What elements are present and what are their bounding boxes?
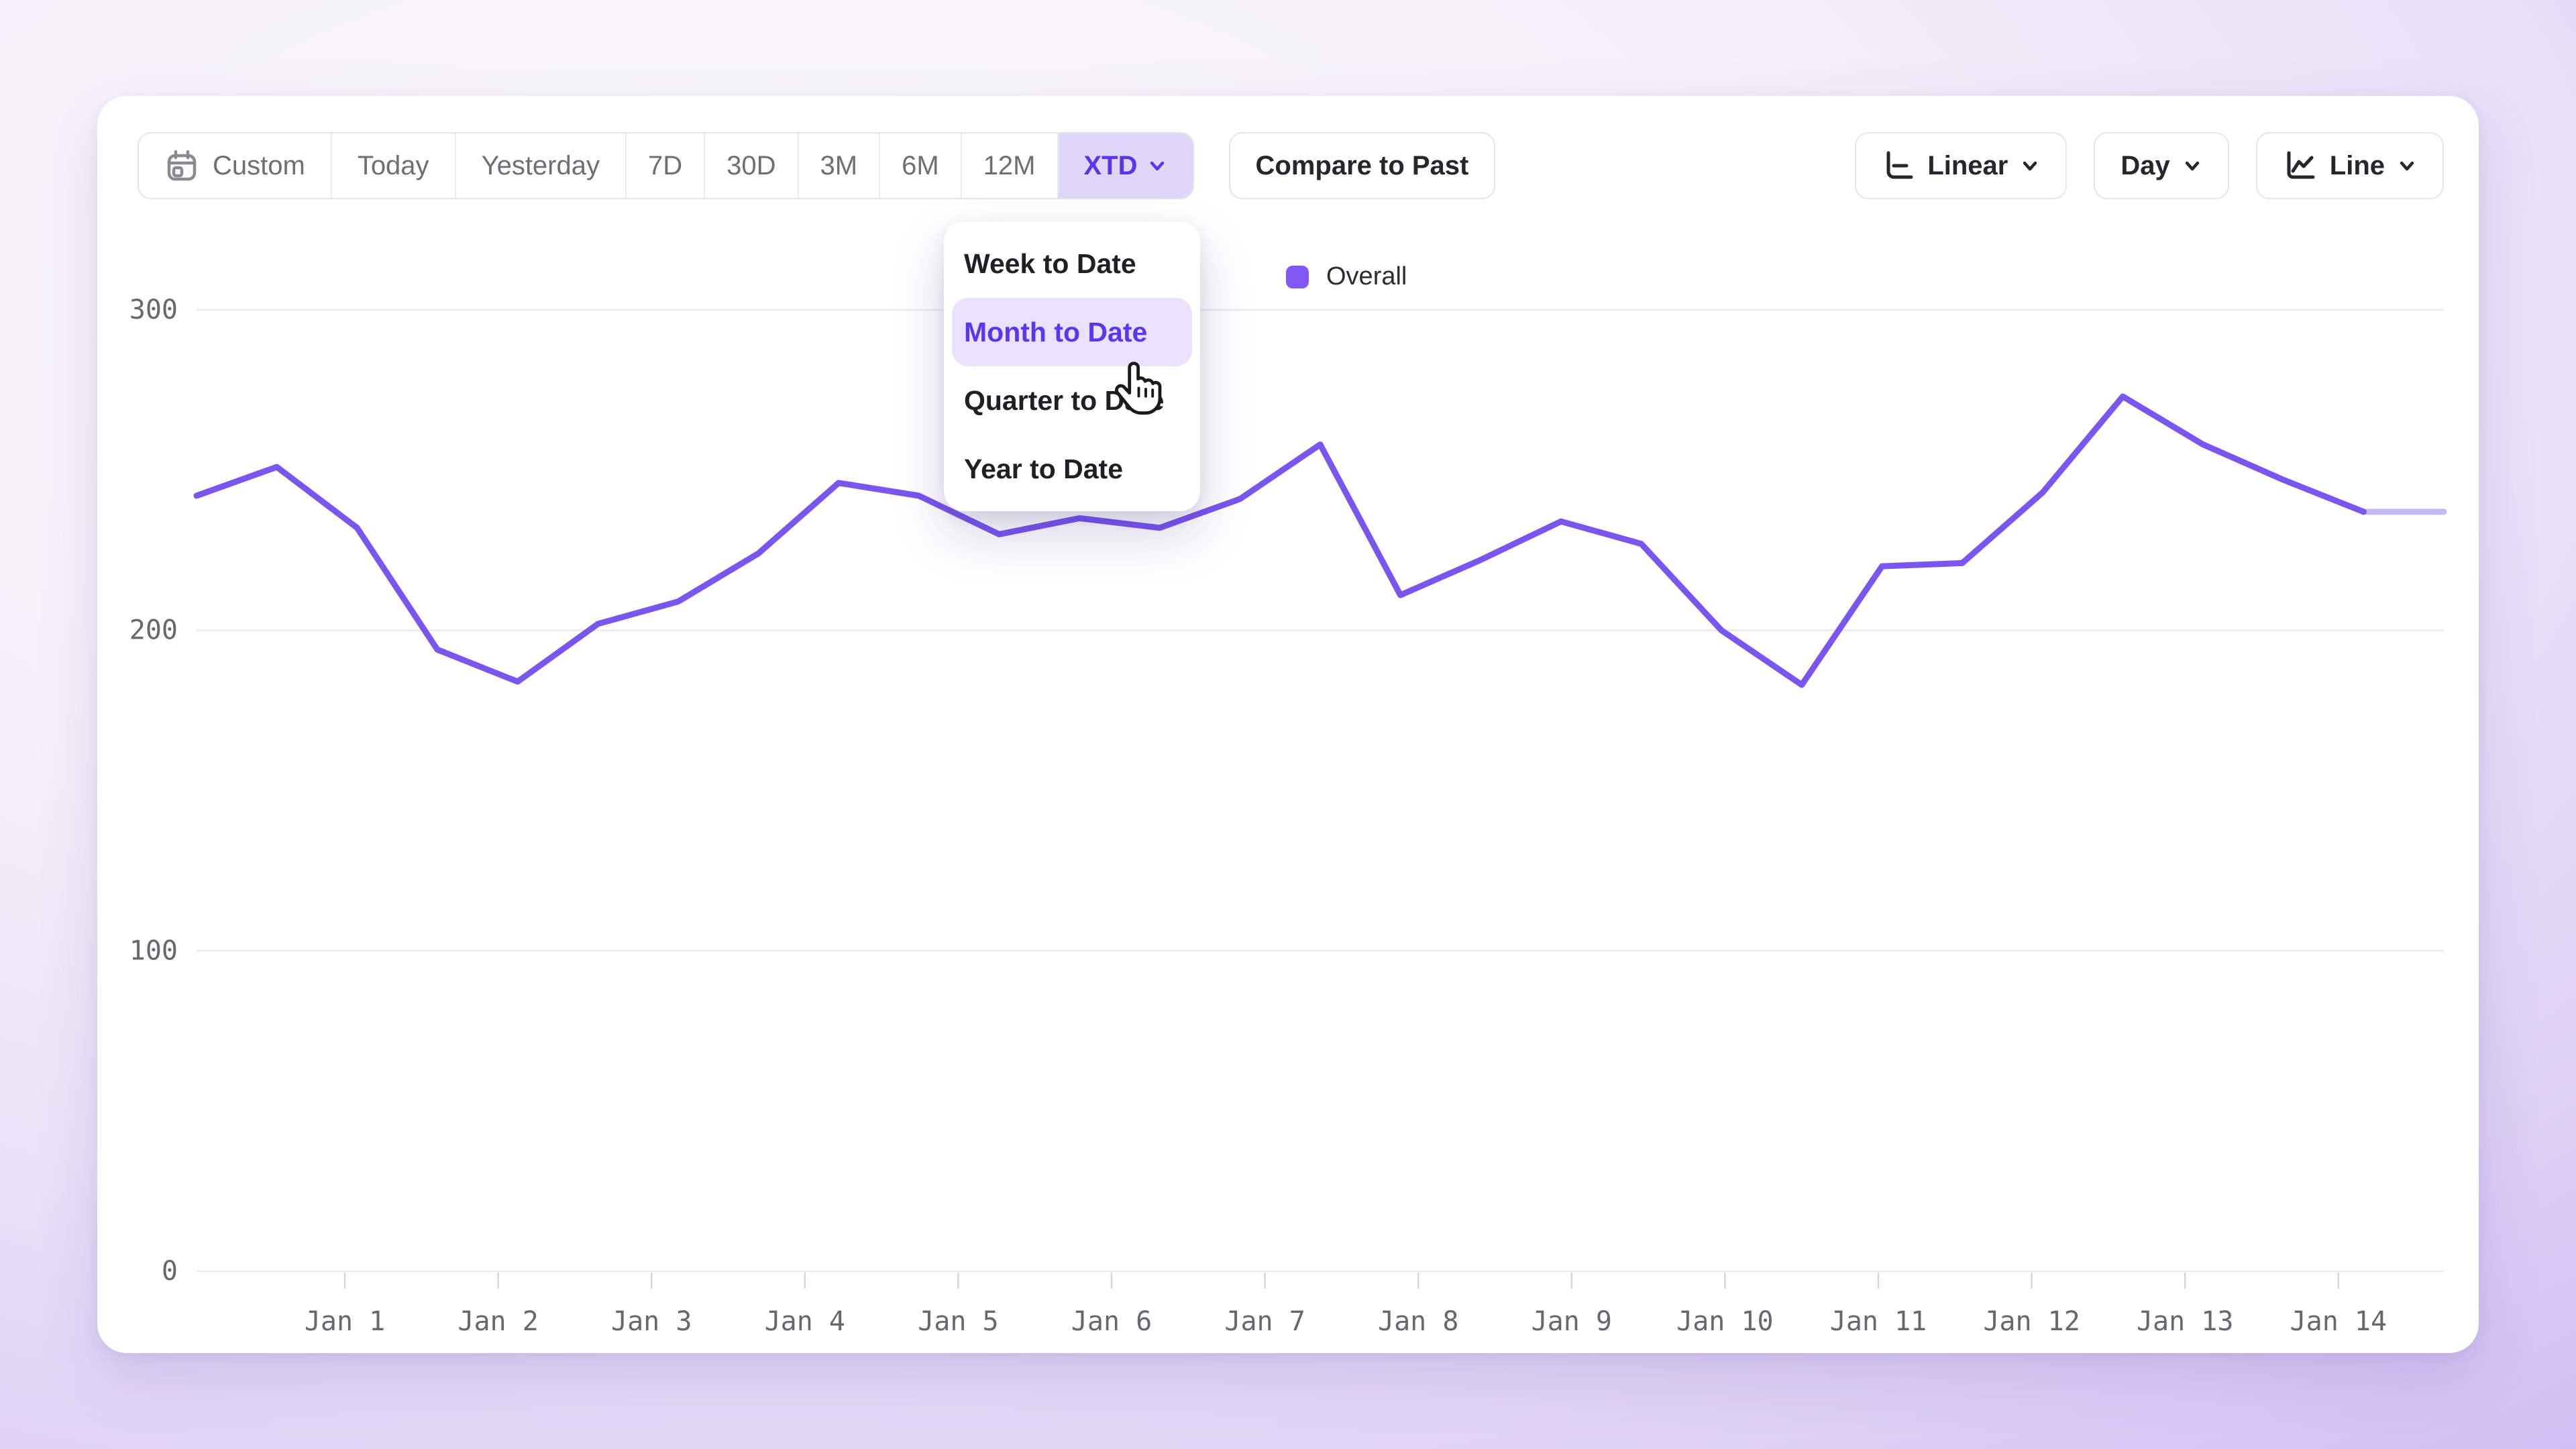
range-today-button[interactable]: Today	[330, 133, 455, 198]
svg-text:Jan 10: Jan 10	[1676, 1306, 1774, 1337]
legend-swatch	[1286, 265, 1309, 288]
scale-select[interactable]: Linear	[1855, 132, 2068, 199]
chart-type-label: Line	[2329, 150, 2385, 180]
granularity-select[interactable]: Day	[2094, 132, 2229, 199]
range-30d-button[interactable]: 30D	[704, 133, 798, 198]
range-label: XTD	[1083, 150, 1138, 180]
mouse-cursor-pointer	[1114, 362, 1162, 415]
svg-text:Jan 2: Jan 2	[458, 1306, 538, 1337]
date-range-dropdown-menu: Week to Date Month to Date Quarter to Da…	[944, 221, 1200, 511]
range-12m-button[interactable]: 12M	[960, 133, 1057, 198]
linear-scale-icon	[1886, 151, 1913, 179]
svg-text:Jan 11: Jan 11	[1830, 1306, 1927, 1337]
svg-text:Jan 14: Jan 14	[2290, 1306, 2387, 1337]
line-chart[interactable]: 0 100 200 300 Jan 1 Jan 2 Jan 3 Jan 4 Jan 5 Jan 6…	[97, 96, 2479, 1353]
toolbar: Custom Today Yesterday 7D 30D 3M 6M 12M …	[138, 132, 2444, 199]
svg-text:Jan 13: Jan 13	[2137, 1306, 2234, 1337]
chevron-down-icon	[1150, 161, 1164, 171]
compare-to-past-button[interactable]: Compare to Past	[1228, 132, 1496, 199]
range-label: Today	[357, 150, 429, 180]
range-7d-button[interactable]: 7D	[625, 133, 704, 198]
compare-to-past-label: Compare to Past	[1255, 150, 1469, 180]
chevron-down-icon	[2023, 161, 2037, 171]
svg-text:Jan 4: Jan 4	[765, 1306, 845, 1337]
menu-item-year-to-date[interactable]: Year to Date	[952, 435, 1192, 503]
svg-text:0: 0	[162, 1256, 178, 1287]
svg-text:200: 200	[129, 615, 178, 646]
range-label: 3M	[820, 150, 858, 180]
chevron-down-icon	[2400, 161, 2414, 171]
range-label: 12M	[983, 150, 1036, 180]
line-chart-icon	[2287, 151, 2315, 179]
svg-text:Jan 12: Jan 12	[1983, 1306, 2080, 1337]
range-xtd-button[interactable]: XTD	[1057, 133, 1193, 198]
analytics-card: 0 100 200 300 Jan 1 Jan 2 Jan 3 Jan 4 Jan 5 Jan 6…	[97, 96, 2479, 1353]
menu-item-week-to-date[interactable]: Week to Date	[952, 229, 1192, 298]
svg-text:Jan 6: Jan 6	[1071, 1306, 1152, 1337]
range-label: 30D	[727, 150, 776, 180]
range-label: Yesterday	[481, 150, 600, 180]
date-range-segmented-control: Custom Today Yesterday 7D 30D 3M 6M 12M …	[138, 132, 1194, 199]
granularity-label: Day	[2121, 150, 2170, 180]
range-label: 7D	[648, 150, 683, 180]
legend-label: Overall	[1326, 262, 1407, 290]
legend: Overall	[1286, 262, 1407, 291]
svg-text:100: 100	[129, 935, 178, 966]
range-3m-button[interactable]: 3M	[797, 133, 879, 198]
svg-text:300: 300	[129, 294, 178, 325]
svg-text:Jan 9: Jan 9	[1532, 1306, 1612, 1337]
svg-text:Jan 7: Jan 7	[1224, 1306, 1305, 1337]
menu-item-month-to-date[interactable]: Month to Date	[952, 298, 1192, 366]
range-label: 6M	[902, 150, 939, 180]
chevron-down-icon	[2185, 161, 2200, 171]
menu-item-label: Month to Date	[964, 316, 1148, 347]
range-label: Custom	[213, 150, 305, 180]
menu-item-label: Week to Date	[964, 248, 1136, 279]
range-6m-button[interactable]: 6M	[879, 133, 961, 198]
range-custom-button[interactable]: Custom	[139, 133, 331, 198]
svg-text:Jan 8: Jan 8	[1378, 1306, 1458, 1337]
menu-item-label: Year to Date	[964, 453, 1123, 484]
svg-text:Jan 3: Jan 3	[611, 1306, 692, 1337]
range-yesterday-button[interactable]: Yesterday	[454, 133, 625, 198]
chart-type-select[interactable]: Line	[2255, 132, 2444, 199]
svg-text:Jan 1: Jan 1	[305, 1306, 385, 1337]
svg-text:Jan 5: Jan 5	[918, 1306, 998, 1337]
scale-label: Linear	[1927, 150, 2008, 180]
calendar-icon	[167, 150, 197, 181]
